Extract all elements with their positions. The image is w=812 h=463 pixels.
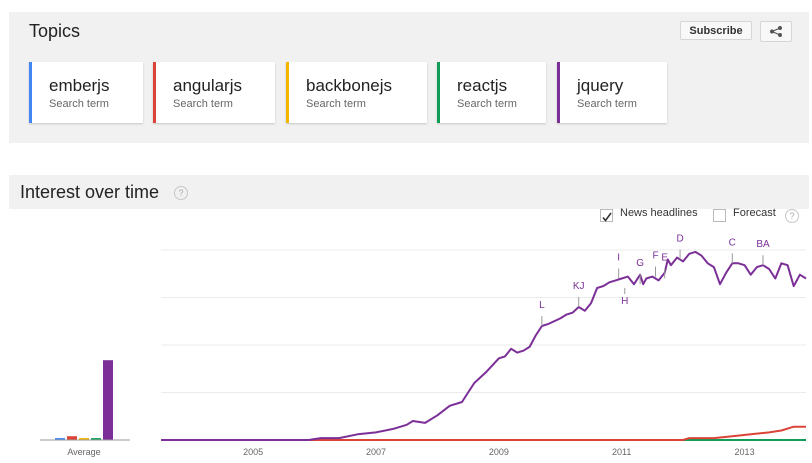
- search-term-type: Search term: [173, 98, 233, 110]
- share-button[interactable]: [760, 21, 792, 42]
- search-term-type: Search term: [577, 98, 637, 110]
- news-annotation-c: C: [729, 237, 736, 248]
- subscribe-button[interactable]: Subscribe: [680, 21, 752, 40]
- interest-over-time-header: Interest over time ?: [9, 175, 809, 209]
- search-term-name: reactjs: [457, 76, 508, 95]
- series-line-jquery: [161, 250, 807, 441]
- average-label: Average: [67, 447, 100, 457]
- average-bar-emberjs: [55, 438, 65, 440]
- help-icon[interactable]: ?: [174, 186, 188, 200]
- search-term-card-angularjs[interactable]: angularjs Search term: [153, 62, 275, 123]
- series-line-angularjs: [161, 425, 806, 441]
- search-term-name: emberjs: [49, 76, 110, 95]
- search-term-type: Search term: [457, 98, 517, 110]
- forecast-label[interactable]: Forecast: [733, 207, 776, 219]
- news-annotation-h: H: [621, 296, 628, 307]
- average-bar-backbonejs: [79, 438, 89, 440]
- search-term-type: Search term: [306, 98, 366, 110]
- news-headlines-checkbox[interactable]: [600, 209, 613, 222]
- average-bar-angularjs: [67, 436, 77, 440]
- news-annotation-kj: KJ: [573, 281, 585, 292]
- search-term-card-jquery[interactable]: jquery Search term: [557, 62, 667, 123]
- x-tick-label: 2011: [612, 447, 631, 457]
- interest-over-time-title: Interest over time: [20, 182, 160, 202]
- search-term-name: backbonejs: [306, 76, 393, 95]
- average-bar-jquery: [103, 360, 113, 440]
- x-tick-label: 2005: [243, 447, 263, 457]
- share-icon: [770, 26, 782, 37]
- checkmark-icon: [602, 212, 612, 222]
- search-term-name: angularjs: [173, 76, 242, 95]
- forecast-checkbox[interactable]: [713, 209, 726, 222]
- x-tick-label: 2013: [735, 447, 755, 457]
- search-term-type: Search term: [49, 98, 109, 110]
- news-annotation-l: L: [539, 300, 545, 311]
- topics-panel: Topics Subscribe emberjs Search term ang…: [9, 12, 809, 143]
- news-annotation-f: F: [652, 251, 658, 262]
- news-annotation-d: D: [676, 234, 683, 245]
- x-tick-label: 2007: [366, 447, 386, 457]
- search-term-card-reactjs[interactable]: reactjs Search term: [437, 62, 546, 123]
- news-headlines-label[interactable]: News headlines: [620, 207, 698, 219]
- topics-title: Topics: [29, 21, 81, 41]
- news-annotation-e: E: [661, 253, 668, 264]
- news-annotation-ba: BA: [756, 239, 770, 250]
- search-term-card-backbonejs[interactable]: backbonejs Search term: [286, 62, 427, 123]
- average-bar-reactjs: [91, 438, 101, 440]
- news-annotation-g: G: [636, 258, 644, 269]
- forecast-help-icon[interactable]: ?: [785, 209, 799, 223]
- search-term-card-emberjs[interactable]: emberjs Search term: [29, 62, 143, 123]
- news-annotation-i: I: [617, 253, 620, 264]
- x-tick-label: 2009: [489, 447, 509, 457]
- search-term-name: jquery: [577, 76, 624, 95]
